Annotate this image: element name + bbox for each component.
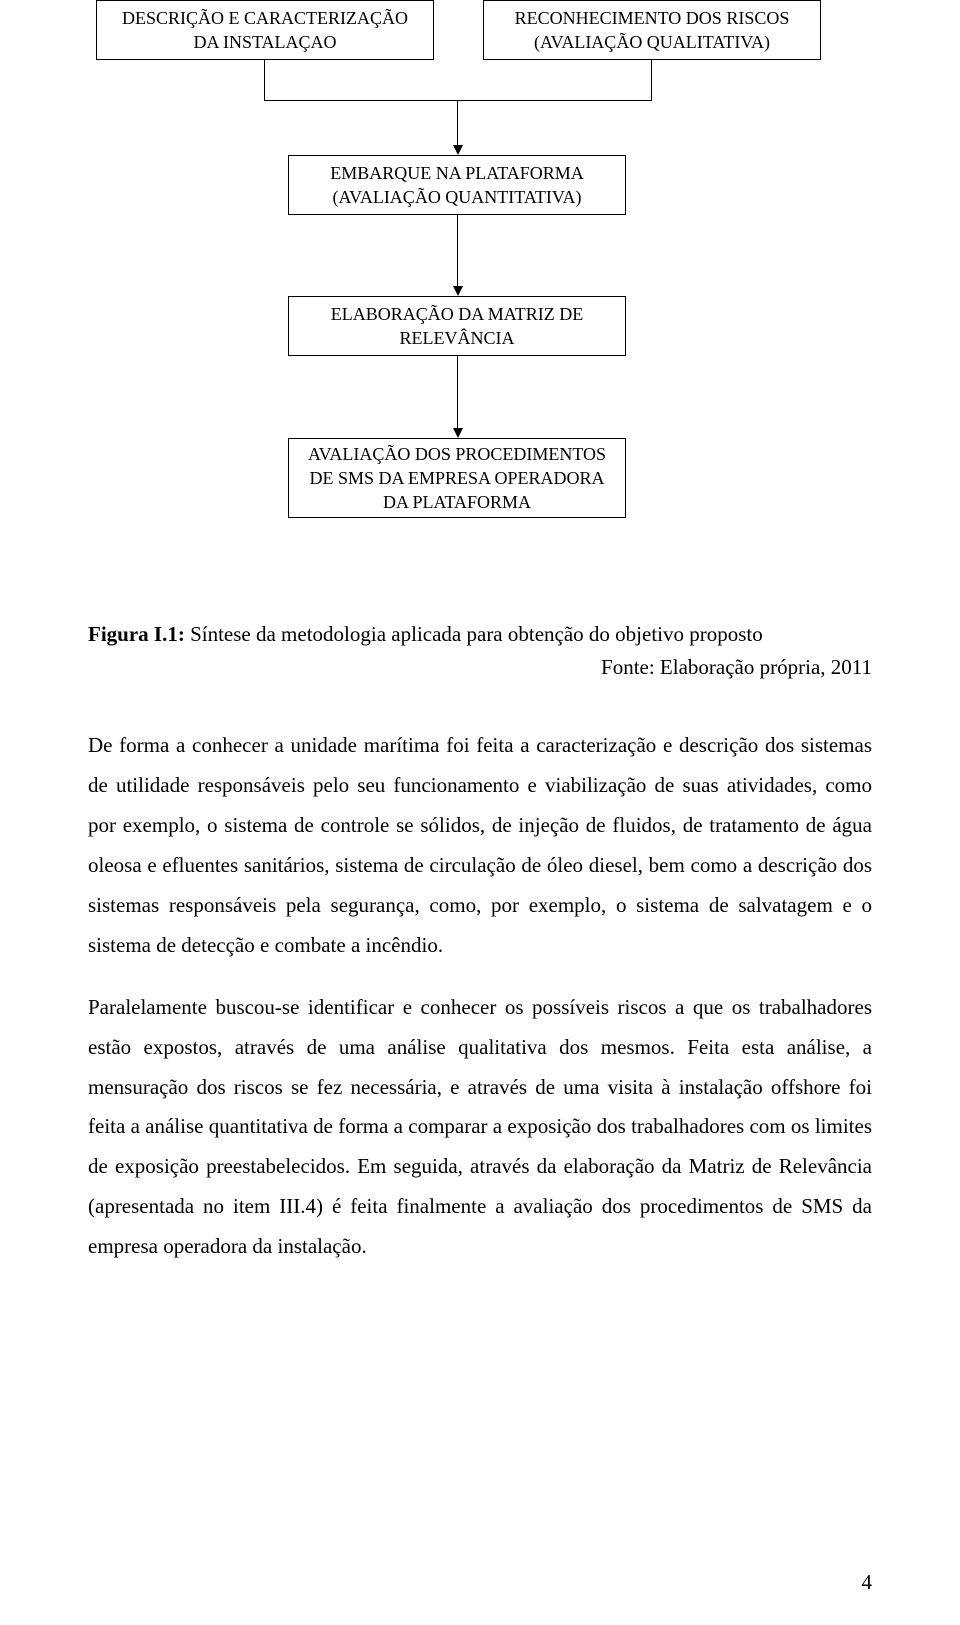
box3-line2: (AVALIAÇÃO QUANTITATIVA): [332, 185, 581, 209]
box5-line2: DE SMS DA EMPRESA OPERADORA: [309, 466, 604, 490]
caption-label: Figura I.1:: [88, 622, 185, 646]
flowchart-box-3: EMBARQUE NA PLATAFORMA (AVALIAÇÃO QUANTI…: [288, 155, 626, 215]
flowchart-box-5: AVALIAÇÃO DOS PROCEDIMENTOS DE SMS DA EM…: [288, 438, 626, 518]
connector-line: [264, 100, 652, 101]
box2-line1: RECONHECIMENTO DOS RISCOS: [515, 6, 790, 30]
flowchart-diagram: DESCRIÇÃO E CARACTERIZAÇÃO DA INSTALAÇAO…: [88, 0, 872, 600]
arrowhead-icon: [453, 145, 463, 155]
flowchart-box-4: ELABORAÇÃO DA MATRIZ DE RELEVÂNCIA: [288, 296, 626, 356]
figure-caption: Figura I.1: Síntese da metodologia aplic…: [88, 620, 872, 649]
connector-line: [264, 60, 265, 100]
connector-line: [651, 60, 652, 100]
box2-line2: (AVALIAÇÃO QUALITATIVA): [534, 30, 770, 54]
page-number: 4: [862, 1570, 873, 1595]
connector-line: [457, 356, 458, 428]
flowchart-box-2: RECONHECIMENTO DOS RISCOS (AVALIAÇÃO QUA…: [483, 0, 821, 60]
connector-line: [457, 100, 458, 145]
box3-line1: EMBARQUE NA PLATAFORMA: [330, 161, 584, 185]
box4-line1: ELABORAÇÃO DA MATRIZ DE: [331, 302, 584, 326]
box5-line3: DA PLATAFORMA: [383, 490, 531, 514]
connector-line: [457, 215, 458, 286]
flowchart-box-1: DESCRIÇÃO E CARACTERIZAÇÃO DA INSTALAÇAO: [96, 0, 434, 60]
paragraph-1: De forma a conhecer a unidade marítima f…: [88, 726, 872, 965]
box4-line2: RELEVÂNCIA: [400, 326, 515, 350]
box1-line2: DA INSTALAÇAO: [193, 30, 336, 54]
figure-source: Fonte: Elaboração própria, 2011: [88, 655, 872, 680]
arrowhead-icon: [453, 286, 463, 296]
box1-line1: DESCRIÇÃO E CARACTERIZAÇÃO: [122, 6, 408, 30]
paragraph-2: Paralelamente buscou-se identificar e co…: [88, 988, 872, 1267]
arrowhead-icon: [453, 428, 463, 438]
caption-text: Síntese da metodologia aplicada para obt…: [185, 622, 763, 646]
box5-line1: AVALIAÇÃO DOS PROCEDIMENTOS: [308, 442, 606, 466]
